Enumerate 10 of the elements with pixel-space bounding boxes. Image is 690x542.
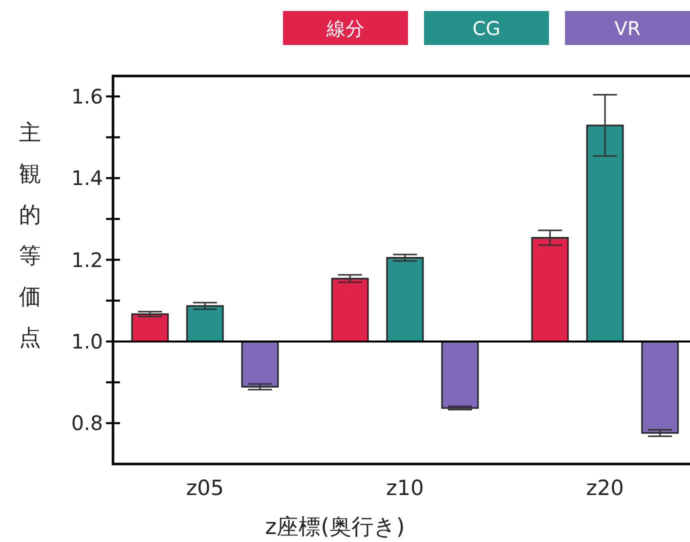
x-tick-label: z20 [586, 476, 624, 500]
y-tick-label: 1.0 [71, 329, 103, 354]
y-tick-label: 0.8 [71, 411, 103, 436]
y-tick-label: 1.4 [71, 166, 103, 190]
x-axis-title: z座標(奥行き) [265, 515, 405, 540]
y-tick-label: 1.6 [71, 84, 103, 108]
x-tick-label: z05 [186, 476, 224, 500]
y-tick-label: 1.2 [71, 248, 103, 272]
x-tick-label: z10 [386, 476, 424, 500]
y-axis-title: 主観的等価点 [19, 121, 41, 351]
